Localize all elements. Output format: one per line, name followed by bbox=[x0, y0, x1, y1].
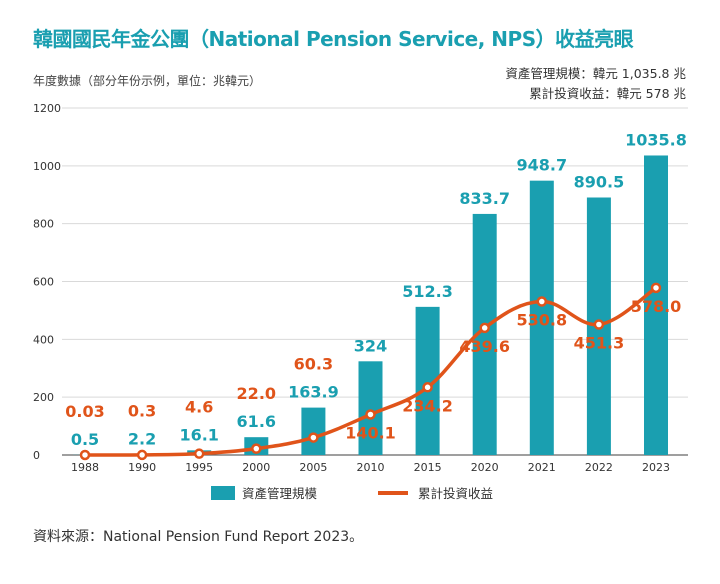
bar-value-label: 2.2 bbox=[128, 429, 156, 448]
line-value-label: 234.2 bbox=[402, 396, 453, 415]
bar bbox=[644, 155, 668, 455]
source-note: 資料來源：National Pension Fund Report 2023。 bbox=[33, 529, 364, 545]
summary-box: 資產管理規模：韓元 1,035.8 兆 累計投資收益：韓元 578 兆 bbox=[505, 64, 686, 104]
bar bbox=[301, 407, 326, 455]
line-value-label: 140.1 bbox=[345, 423, 396, 442]
x-tick-label: 2015 bbox=[414, 461, 442, 474]
line-value-label: 0.3 bbox=[128, 401, 156, 420]
y-tick-label: 1000 bbox=[33, 160, 61, 173]
y-axis: 0 200 400 600 800 1000 1200 bbox=[33, 102, 61, 462]
y-tick-label: 200 bbox=[33, 391, 54, 404]
bar bbox=[358, 361, 383, 455]
line-value-label: 578.0 bbox=[631, 297, 682, 316]
chart-subtitle: 年度數據（部分年份示例，單位：兆韓元） bbox=[33, 74, 262, 88]
y-tick-label: 0 bbox=[33, 449, 40, 462]
bar-value-label: 512.3 bbox=[402, 282, 453, 301]
line-value-label: 4.6 bbox=[185, 397, 213, 416]
x-tick-label: 2010 bbox=[357, 461, 385, 474]
legend-bar-label: 資產管理規模 bbox=[242, 486, 318, 501]
y-tick-label: 600 bbox=[33, 276, 54, 289]
x-tick-label: 2020 bbox=[471, 461, 499, 474]
x-tick-label: 1988 bbox=[71, 461, 99, 474]
line-point bbox=[251, 443, 262, 454]
bar-value-label: 16.1 bbox=[179, 425, 218, 444]
line-point bbox=[593, 319, 605, 330]
legend: 資產管理規模 累計投資收益 bbox=[211, 486, 493, 501]
line-value-label: 0.03 bbox=[65, 402, 104, 421]
line-point bbox=[193, 448, 205, 459]
bar-value-label: 163.9 bbox=[288, 383, 339, 402]
line-value-label: 22.0 bbox=[237, 384, 276, 403]
bar-value-label: 948.7 bbox=[516, 156, 567, 175]
bar-value-label: 324 bbox=[354, 336, 387, 355]
x-axis: 1988 1990 1995 2000 2005 2010 2015 2020 2021 2022… bbox=[71, 461, 670, 474]
line-point bbox=[79, 449, 91, 461]
legend-bar-swatch bbox=[211, 486, 235, 500]
bar-value-label: 0.5 bbox=[71, 430, 99, 449]
line-point bbox=[308, 432, 319, 443]
y-tick-label: 1200 bbox=[33, 102, 61, 115]
chart-title: 韓國國民年金公團（National Pension Service, NPS）收… bbox=[33, 27, 634, 51]
legend-line-label: 累計投資收益 bbox=[418, 486, 493, 501]
bar-value-label: 833.7 bbox=[459, 189, 510, 208]
x-tick-label: 1995 bbox=[185, 461, 213, 474]
x-tick-label: 2000 bbox=[242, 461, 270, 474]
summary-assets: 資產管理規模：韓元 1,035.8 兆 bbox=[505, 66, 686, 81]
x-tick-label: 2021 bbox=[528, 461, 556, 474]
line-point bbox=[422, 382, 433, 393]
line-point bbox=[365, 409, 376, 420]
bar-value-label: 61.6 bbox=[237, 412, 276, 431]
x-tick-label: 2023 bbox=[642, 461, 670, 474]
y-tick-label: 800 bbox=[33, 218, 54, 231]
line-point bbox=[136, 449, 148, 461]
line-point bbox=[536, 296, 548, 307]
x-tick-label: 2022 bbox=[585, 461, 613, 474]
returns-line bbox=[83, 286, 658, 457]
line-point bbox=[650, 282, 662, 294]
x-tick-label: 1990 bbox=[128, 461, 156, 474]
line-value-label: 439.6 bbox=[459, 337, 510, 356]
line-point bbox=[479, 322, 490, 334]
x-tick-label: 2005 bbox=[299, 461, 327, 474]
y-tick-label: 400 bbox=[33, 333, 54, 346]
line-series bbox=[79, 282, 662, 461]
bar-value-label: 1035.8 bbox=[625, 130, 687, 149]
line-value-label: 60.3 bbox=[294, 355, 333, 374]
summary-returns: 累計投資收益：韓元 578 兆 bbox=[529, 86, 686, 101]
bar-value-label: 890.5 bbox=[574, 172, 625, 191]
line-value-label: 530.8 bbox=[516, 311, 567, 330]
bar bbox=[529, 180, 554, 455]
line-value-label: 451.3 bbox=[574, 333, 625, 352]
data-labels: 0.5 2.2 16.1 61.6 163.9 324 512.3 833.7 948.7 890… bbox=[65, 130, 687, 448]
